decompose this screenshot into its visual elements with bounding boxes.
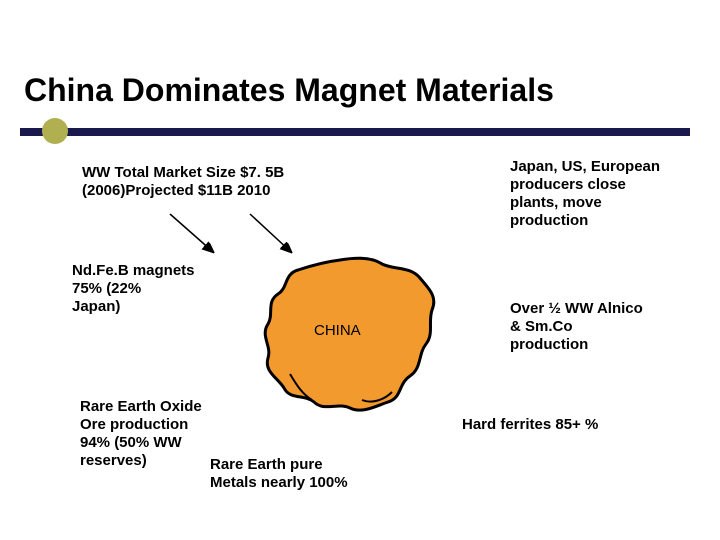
arrow-1	[0, 0, 720, 540]
